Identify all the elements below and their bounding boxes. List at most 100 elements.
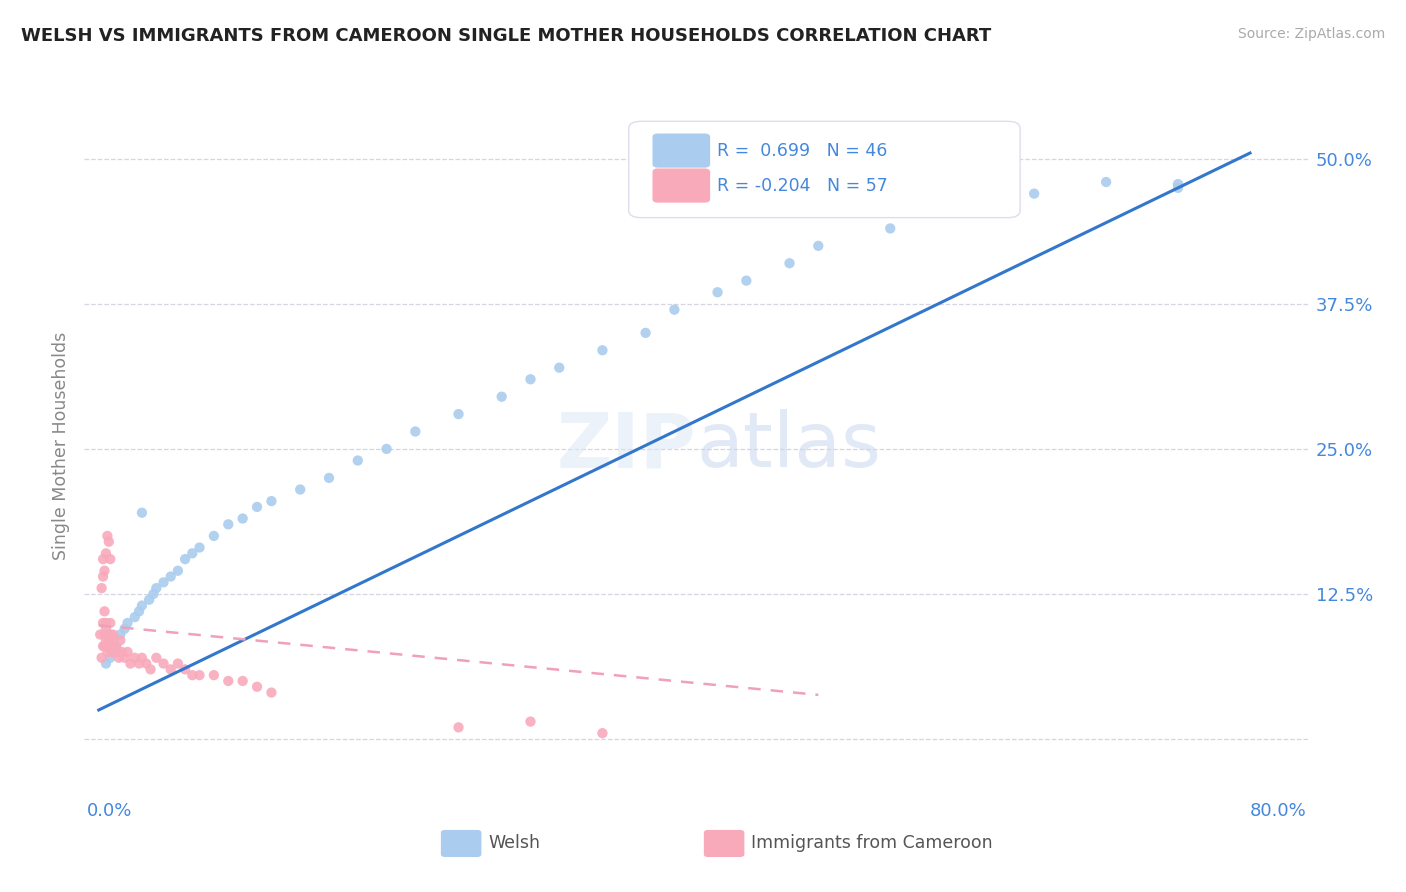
- FancyBboxPatch shape: [704, 830, 744, 856]
- Text: 80.0%: 80.0%: [1250, 802, 1306, 820]
- Point: [89, 627, 111, 641]
- Point: [217, 673, 239, 688]
- Point: [232, 673, 254, 688]
- Point: [94, 615, 117, 630]
- Point: [98, 627, 121, 641]
- Point: [94, 657, 117, 671]
- Point: [108, 650, 131, 665]
- Point: [97, 639, 120, 653]
- Point: [202, 529, 225, 543]
- Point: [159, 662, 181, 676]
- Point: [97, 633, 120, 648]
- Point: [91, 569, 114, 583]
- Point: [107, 645, 129, 659]
- Point: [100, 645, 122, 659]
- Point: [94, 546, 117, 560]
- Point: [105, 639, 128, 653]
- Point: [217, 517, 239, 532]
- Point: [246, 500, 269, 514]
- Point: [101, 633, 124, 648]
- Text: ZIP: ZIP: [557, 409, 696, 483]
- Point: [735, 274, 758, 288]
- Point: [591, 343, 613, 358]
- Point: [120, 657, 142, 671]
- Point: [124, 650, 146, 665]
- Point: [260, 494, 283, 508]
- Point: [110, 627, 132, 641]
- Point: [97, 534, 120, 549]
- Point: [447, 407, 470, 421]
- Point: [491, 390, 513, 404]
- Point: [100, 639, 122, 653]
- Point: [404, 425, 426, 439]
- FancyBboxPatch shape: [654, 134, 710, 167]
- Point: [375, 442, 398, 456]
- Point: [131, 599, 153, 613]
- Point: [1024, 186, 1046, 201]
- Point: [111, 645, 134, 659]
- Point: [1095, 175, 1118, 189]
- FancyBboxPatch shape: [441, 830, 481, 856]
- Point: [110, 633, 132, 648]
- Point: [519, 372, 541, 386]
- Point: [101, 645, 124, 659]
- Point: [181, 546, 204, 560]
- Text: 0.0%: 0.0%: [87, 802, 132, 820]
- Point: [93, 564, 115, 578]
- FancyBboxPatch shape: [628, 121, 1021, 218]
- Point: [114, 622, 136, 636]
- Point: [519, 714, 541, 729]
- Point: [128, 657, 150, 671]
- Point: [290, 483, 312, 497]
- Point: [96, 645, 118, 659]
- Text: Immigrants from Cameroon: Immigrants from Cameroon: [751, 835, 993, 853]
- Text: R =  0.699   N = 46: R = 0.699 N = 46: [717, 143, 887, 161]
- Point: [664, 302, 686, 317]
- Point: [135, 657, 157, 671]
- Text: R = -0.204   N = 57: R = -0.204 N = 57: [717, 178, 887, 195]
- Text: WELSH VS IMMIGRANTS FROM CAMEROON SINGLE MOTHER HOUSEHOLDS CORRELATION CHART: WELSH VS IMMIGRANTS FROM CAMEROON SINGLE…: [21, 27, 991, 45]
- Point: [318, 471, 340, 485]
- Point: [152, 657, 174, 671]
- Point: [246, 680, 269, 694]
- Point: [91, 615, 114, 630]
- Point: [98, 615, 121, 630]
- Point: [94, 633, 117, 648]
- Point: [98, 552, 121, 566]
- Point: [90, 581, 112, 595]
- Point: [950, 204, 973, 219]
- Point: [93, 604, 115, 618]
- Point: [779, 256, 801, 270]
- Point: [145, 581, 167, 595]
- Point: [152, 575, 174, 590]
- Point: [167, 564, 190, 578]
- Point: [167, 657, 190, 671]
- Point: [1167, 178, 1189, 192]
- Point: [131, 506, 153, 520]
- Point: [138, 592, 160, 607]
- Point: [174, 662, 197, 676]
- Point: [128, 604, 150, 618]
- Point: [634, 326, 657, 340]
- Point: [94, 622, 117, 636]
- Point: [96, 529, 118, 543]
- Point: [145, 650, 167, 665]
- Point: [124, 610, 146, 624]
- Point: [103, 645, 125, 659]
- Point: [807, 239, 830, 253]
- Point: [181, 668, 204, 682]
- Point: [232, 511, 254, 525]
- Point: [202, 668, 225, 682]
- Point: [260, 685, 283, 699]
- Point: [591, 726, 613, 740]
- Point: [131, 650, 153, 665]
- Point: [105, 639, 128, 653]
- FancyBboxPatch shape: [654, 169, 710, 202]
- Point: [548, 360, 571, 375]
- Y-axis label: Single Mother Households: Single Mother Households: [52, 332, 70, 560]
- Point: [93, 627, 115, 641]
- Point: [98, 650, 121, 665]
- Point: [91, 639, 114, 653]
- Point: [706, 285, 728, 300]
- Text: Welsh: Welsh: [488, 835, 540, 853]
